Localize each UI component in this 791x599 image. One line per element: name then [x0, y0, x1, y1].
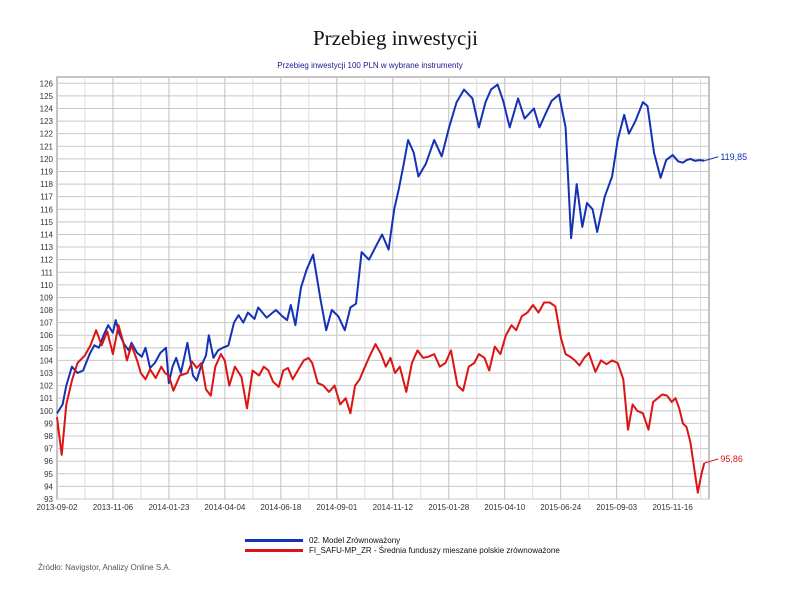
y-tick-label: 100 — [40, 407, 54, 416]
series-line-average — [56, 301, 706, 494]
legend-swatch-model — [245, 538, 303, 542]
legend-item-average: FI_SAFU-MP_ZR - Średnia funduszy mieszan… — [245, 545, 560, 555]
y-tick-label: 102 — [40, 382, 54, 391]
legend-item-model: 02. Model Zrównoważony — [245, 535, 560, 545]
y-tick-label: 125 — [40, 92, 54, 101]
y-tick-label: 105 — [40, 344, 54, 353]
x-tick-label: 2014-06-18 — [260, 503, 301, 512]
series-end-label: 95,86 — [720, 454, 743, 464]
y-tick-label: 108 — [40, 306, 54, 315]
x-tick-label: 2014-09-01 — [316, 503, 357, 512]
y-tick-label: 95 — [44, 470, 53, 479]
y-tick-label: 120 — [40, 155, 54, 164]
x-tick-label: 2013-09-02 — [37, 503, 78, 512]
end-label-leader — [704, 458, 719, 464]
page-title: Przebieg inwestycji — [312, 26, 479, 50]
y-tick-label: 97 — [44, 445, 53, 454]
y-tick-label: 114 — [40, 230, 53, 239]
y-tick-label: 121 — [40, 142, 54, 151]
x-tick-label: 2014-04-04 — [204, 503, 245, 512]
y-tick-label: 116 — [40, 205, 53, 214]
legend-label-average: FI_SAFU-MP_ZR - Średnia funduszy mieszan… — [309, 545, 560, 555]
y-tick-label: 113 — [40, 243, 53, 252]
y-tick-label: 99 — [44, 419, 53, 428]
legend-label-model: 02. Model Zrównoważony — [309, 535, 401, 545]
y-tick-label: 124 — [40, 104, 54, 113]
y-tick-label: 119 — [40, 167, 53, 176]
series-line-model — [56, 83, 705, 414]
y-tick-label: 106 — [40, 331, 54, 340]
y-tick-label: 110 — [40, 281, 53, 290]
legend-swatch-average — [245, 548, 303, 552]
source-note: Źródło: Navigstor, Analizy Online S.A. — [38, 563, 171, 572]
x-tick-label: 2013-11-06 — [93, 503, 134, 512]
x-tick-label: 2015-11-16 — [652, 503, 693, 512]
x-tick-label: 2015-01-28 — [428, 503, 469, 512]
y-tick-label: 93 — [44, 495, 53, 504]
y-tick-label: 126 — [40, 79, 54, 88]
chart-title: Przebieg inwestycji 100 PLN w wybrane in… — [277, 61, 463, 70]
y-tick-label: 115 — [40, 218, 53, 227]
y-tick-label: 123 — [40, 117, 54, 126]
y-tick-label: 103 — [40, 369, 54, 378]
x-tick-label: 2015-06-24 — [540, 503, 581, 512]
x-tick-label: 2014-01-23 — [148, 503, 189, 512]
y-tick-label: 96 — [44, 457, 53, 466]
x-tick-label: 2014-11-12 — [373, 503, 414, 512]
legend: 02. Model Zrównoważony FI_SAFU-MP_ZR - Ś… — [245, 535, 560, 555]
plot-area — [56, 76, 710, 500]
y-tick-label: 118 — [40, 180, 53, 189]
y-tick-label: 107 — [40, 319, 54, 328]
y-tick-label: 122 — [40, 130, 54, 139]
x-tick-label: 2015-09-03 — [596, 503, 637, 512]
y-tick-label: 104 — [40, 356, 54, 365]
y-tick-label: 94 — [44, 482, 53, 491]
y-tick-label: 112 — [40, 256, 53, 265]
series-end-label: 119,85 — [720, 152, 747, 162]
line-chart: 93 94 95 96 97 98 99 100 101 102 103 104 105 106 107 10… — [37, 76, 747, 512]
y-tick-label: 109 — [40, 293, 54, 302]
x-tick-label: 2015-04-10 — [484, 503, 525, 512]
y-tick-label: 111 — [41, 268, 54, 277]
y-tick-label: 98 — [44, 432, 53, 441]
end-label-leader — [704, 156, 719, 162]
y-tick-label: 101 — [40, 394, 54, 403]
y-tick-label: 117 — [40, 193, 53, 202]
